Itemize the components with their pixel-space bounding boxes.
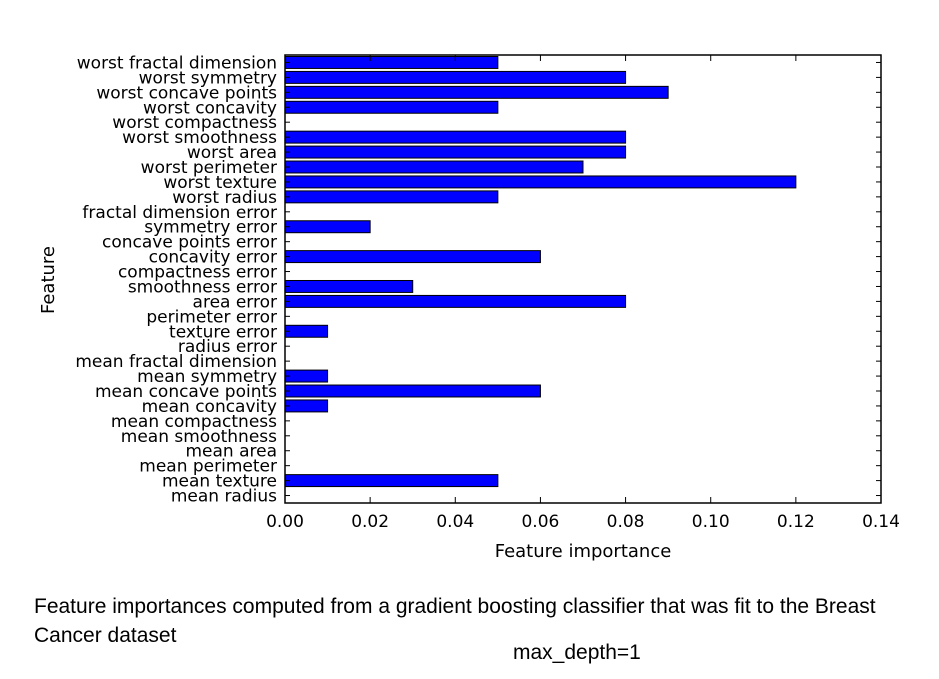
bar [284, 399, 329, 413]
y-tick-label: fractal dimension error [82, 203, 277, 223]
bar [284, 250, 541, 264]
bar [284, 85, 669, 99]
y-tick-label: mean concave points [95, 382, 277, 402]
bar [284, 369, 329, 383]
x-tick-label: 0.12 [777, 512, 815, 532]
y-tick-label: mean concavity [142, 397, 277, 417]
y-tick-label: concave points error [102, 233, 277, 253]
y-tick-label: worst texture [163, 173, 277, 193]
bar [284, 130, 627, 144]
x-tick-label: 0.04 [436, 512, 474, 532]
y-tick-label: worst area [187, 143, 277, 163]
y-tick-label: worst compactness [112, 113, 277, 133]
y-tick-label: worst perimeter [141, 158, 277, 178]
x-tick-label: 0.02 [351, 512, 389, 532]
y-tick-label: mean smoothness [121, 427, 277, 447]
y-tick-label: concavity error [149, 248, 277, 268]
x-tick-label: 0.06 [521, 512, 559, 532]
y-tick-label: worst concave points [96, 83, 277, 103]
y-tick-label: worst fractal dimension [77, 53, 277, 73]
bar [284, 55, 499, 69]
bar [284, 190, 499, 204]
y-tick-label: mean perimeter [139, 457, 277, 477]
x-tick-label: 0.14 [862, 512, 900, 532]
caption-note: max_depth=1 [513, 641, 641, 664]
x-tick-label: 0.10 [692, 512, 730, 532]
x-tick-label: 0.00 [266, 512, 304, 532]
x-tick-label: 0.08 [607, 512, 645, 532]
bar [284, 324, 329, 338]
y-tick-label: smoothness error [128, 277, 277, 297]
y-tick-label: mean fractal dimension [75, 352, 277, 372]
y-tick-label: texture error [169, 322, 277, 342]
bar [284, 160, 584, 174]
y-tick-label: worst concavity [143, 98, 277, 118]
y-tick-label: worst radius [172, 188, 277, 208]
figure-caption: Feature importances computed from a grad… [34, 595, 876, 647]
bar [284, 294, 627, 308]
y-tick-label: symmetry error [144, 218, 277, 238]
y-tick-label: mean area [185, 442, 277, 462]
y-tick-label: compactness error [118, 263, 277, 283]
plot-frame [284, 54, 882, 504]
y-tick-label: area error [193, 292, 277, 312]
y-tick-label: worst symmetry [139, 68, 277, 88]
y-tick-label: worst smoothness [122, 128, 277, 148]
bar [284, 384, 541, 398]
bar [284, 474, 499, 488]
bar [284, 220, 371, 234]
bar [284, 175, 797, 189]
y-tick-label: mean symmetry [137, 367, 277, 387]
y-tick-label: radius error [178, 337, 277, 357]
bar [284, 100, 499, 114]
y-axis-label: Feature [38, 246, 59, 314]
y-tick-label: perimeter error [146, 307, 277, 327]
x-axis-label: Feature importance [495, 541, 672, 562]
bar [284, 70, 627, 84]
y-tick-label: mean compactness [111, 412, 277, 432]
bar [284, 279, 414, 293]
bar [284, 145, 627, 159]
y-tick-label: mean radius [171, 487, 277, 507]
y-tick-label: mean texture [162, 472, 277, 492]
